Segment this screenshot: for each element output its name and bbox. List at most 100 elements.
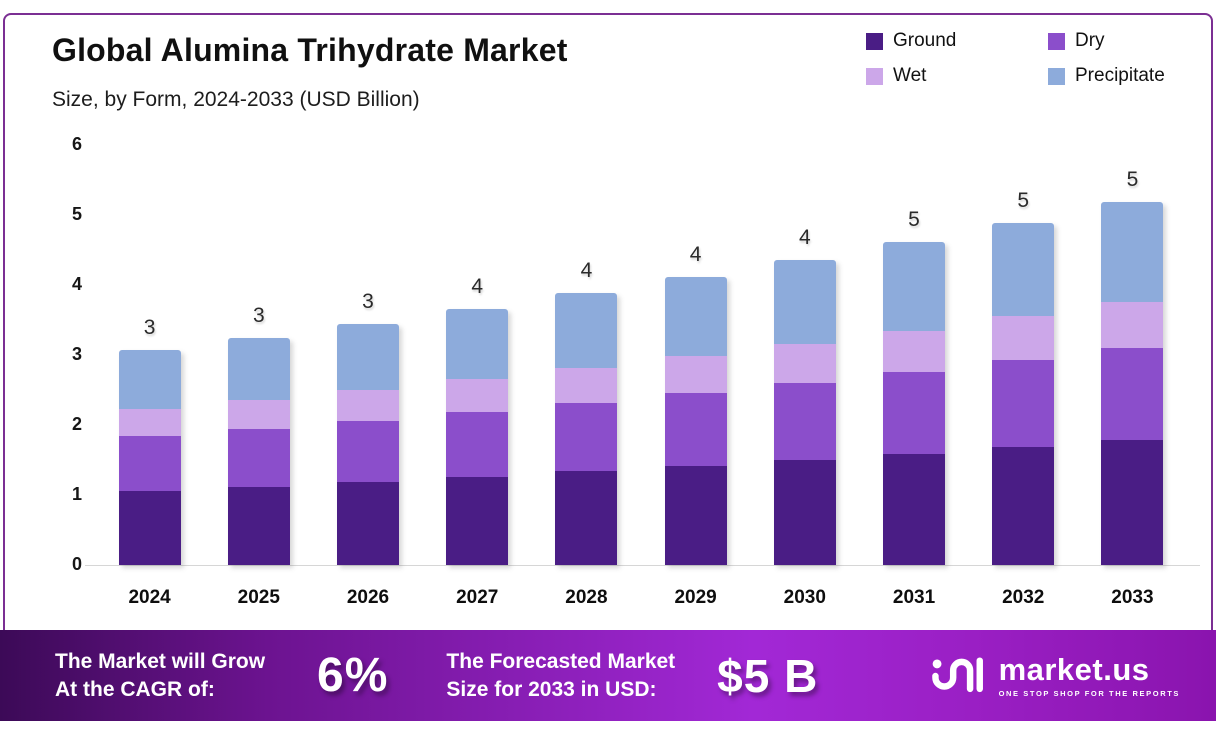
segment-dry-2025 xyxy=(227,429,290,487)
legend-item-wet: Wet xyxy=(866,65,1048,87)
cagr-label: The Market will Grow At the CAGR of: xyxy=(55,648,265,703)
total-label-2028: 4 xyxy=(580,259,593,283)
segment-precipitate-2028 xyxy=(555,293,618,368)
segment-dry-2030 xyxy=(773,383,836,461)
stacked-bar-2032 xyxy=(992,222,1055,565)
plot-area: 3 2024 3 2025 3 2026 4 2027 4 2028 4 2029 4 2030 5 2031… xyxy=(95,145,1187,608)
segment-dry-2033 xyxy=(1101,348,1164,440)
marketus-logo-name: market.us xyxy=(998,651,1150,687)
segment-wet-2029 xyxy=(664,355,727,393)
stacked-bar-2030 xyxy=(773,259,836,566)
segment-dry-2029 xyxy=(664,392,727,466)
x-label-2031: 2031 xyxy=(892,587,936,608)
segment-dry-2032 xyxy=(992,359,1055,447)
segment-ground-2032 xyxy=(992,446,1055,565)
total-label-2024: 3 xyxy=(143,316,156,340)
segment-ground-2031 xyxy=(883,453,946,565)
marketus-logo-icon xyxy=(931,656,983,692)
stacked-bar-2029 xyxy=(664,277,727,565)
x-label-2033: 2033 xyxy=(1111,587,1154,608)
x-label-2024: 2024 xyxy=(128,587,171,608)
segment-dry-2024 xyxy=(118,436,181,491)
footer-banner: The Market will Grow At the CAGR of: 6% … xyxy=(0,630,1216,721)
segment-dry-2031 xyxy=(883,371,946,454)
segment-precipitate-2029 xyxy=(664,277,727,356)
x-axis-line xyxy=(85,565,1200,566)
bar-slot-2025: 3 2025 xyxy=(204,145,313,608)
segment-precipitate-2025 xyxy=(227,337,290,400)
bar-slot-2033: 5 2033 xyxy=(1078,145,1187,608)
legend-swatch-icon xyxy=(866,32,883,50)
segment-ground-2026 xyxy=(337,481,399,565)
segment-wet-2028 xyxy=(555,367,618,403)
bar-slot-2031: 5 2031 xyxy=(859,145,968,608)
page-subtitle: Size, by Form, 2024-2033 (USD Billion) xyxy=(52,88,420,111)
forecast-value: $5 B xyxy=(717,649,819,702)
total-label-2032: 5 xyxy=(1017,188,1030,212)
y-tick-6: 6 xyxy=(71,134,82,154)
segment-precipitate-2030 xyxy=(773,259,836,344)
forecast-label: The Forecasted Market Size for 2033 in U… xyxy=(446,648,675,703)
x-label-2025: 2025 xyxy=(237,587,280,608)
total-label-2025: 3 xyxy=(252,303,265,327)
x-label-2032: 2032 xyxy=(1002,587,1045,608)
y-tick-3: 3 xyxy=(71,344,82,364)
segment-ground-2027 xyxy=(446,476,509,565)
legend-label: Precipitate xyxy=(1075,65,1165,86)
legend-label: Ground xyxy=(893,30,957,51)
stacked-bar-2031 xyxy=(883,241,946,565)
cagr-label-line2: At the CAGR of: xyxy=(55,677,215,701)
bar-slot-2032: 5 2032 xyxy=(969,145,1078,608)
forecast-label-line2: Size for 2033 in USD: xyxy=(446,677,657,701)
page-title: Global Alumina Trihydrate Market xyxy=(52,32,568,68)
legend-item-precipitate: Precipitate xyxy=(1048,65,1216,87)
segment-dry-2028 xyxy=(555,402,618,472)
total-label-2029: 4 xyxy=(689,243,702,267)
total-label-2026: 3 xyxy=(362,289,374,313)
segment-precipitate-2024 xyxy=(118,350,181,409)
segment-wet-2024 xyxy=(118,408,181,437)
bar-slot-2027: 4 2027 xyxy=(423,145,532,608)
y-tick-1: 1 xyxy=(71,484,82,504)
total-label-2033: 5 xyxy=(1126,167,1139,191)
total-label-2027: 4 xyxy=(471,274,484,298)
segment-precipitate-2027 xyxy=(446,308,509,379)
y-tick-2: 2 xyxy=(71,414,82,434)
segment-ground-2024 xyxy=(118,490,181,565)
bar-slot-2028: 4 2028 xyxy=(532,145,641,608)
segment-ground-2028 xyxy=(555,471,618,565)
stacked-bar-2027 xyxy=(446,308,509,565)
marketus-logo: market.us ONE STOP SHOP FOR THE REPORTS xyxy=(929,647,1180,705)
stacked-bar-2028 xyxy=(555,293,618,565)
legend-swatch-icon xyxy=(1048,32,1065,50)
legend: Ground Dry Wet Precipitate xyxy=(866,30,1216,87)
segment-precipitate-2032 xyxy=(992,222,1055,316)
stacked-bar-2033 xyxy=(1101,201,1164,565)
total-label-2031: 5 xyxy=(908,207,920,231)
stacked-bar-2025 xyxy=(227,337,290,566)
segment-dry-2027 xyxy=(446,411,509,477)
segment-precipitate-2033 xyxy=(1101,201,1164,302)
segment-precipitate-2026 xyxy=(337,323,399,390)
marketus-logo-tagline: ONE STOP SHOP FOR THE REPORTS xyxy=(998,688,1180,698)
legend-item-ground: Ground xyxy=(866,30,1048,52)
bar-slot-2024: 3 2024 xyxy=(95,145,204,608)
cagr-label-line1: The Market will Grow xyxy=(55,649,266,673)
x-label-2028: 2028 xyxy=(565,587,608,608)
stacked-bar-2026 xyxy=(337,323,399,565)
x-label-2029: 2029 xyxy=(674,587,717,608)
segment-wet-2031 xyxy=(883,330,946,372)
bar-slot-2030: 4 2030 xyxy=(750,145,859,608)
total-label-2030: 4 xyxy=(798,225,811,249)
bar-slot-2026: 3 2026 xyxy=(313,145,422,608)
segment-ground-2033 xyxy=(1101,439,1164,565)
segment-wet-2033 xyxy=(1101,301,1164,348)
bar-slot-2029: 4 2029 xyxy=(641,145,750,608)
y-tick-5: 5 xyxy=(71,204,82,224)
legend-swatch-icon xyxy=(1048,67,1065,85)
segment-wet-2030 xyxy=(773,343,836,384)
forecast-label-line1: The Forecasted Market xyxy=(446,649,676,673)
segment-ground-2029 xyxy=(664,465,727,565)
legend-item-dry: Dry xyxy=(1048,30,1216,52)
